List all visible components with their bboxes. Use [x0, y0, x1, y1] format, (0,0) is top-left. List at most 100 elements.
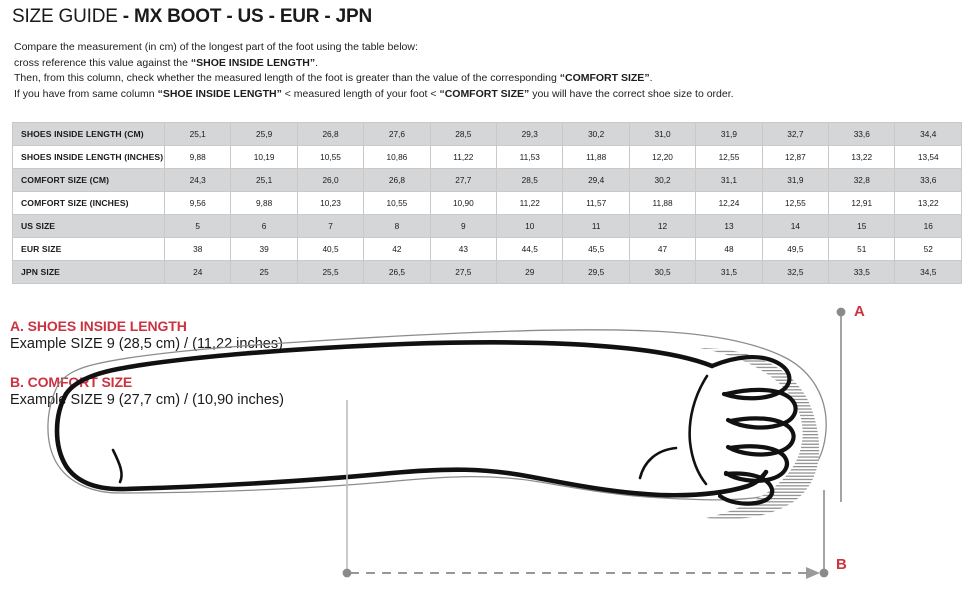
- row-label: COMFORT SIZE (INCHES): [12, 191, 165, 215]
- table-cell: 26,8: [296, 122, 365, 146]
- table-cell: 33,5: [828, 260, 896, 284]
- table-cell: 13,22: [894, 191, 962, 215]
- table-cell: 29,3: [496, 122, 564, 146]
- guide-arrowhead: [806, 567, 820, 579]
- table-cell: 25,5: [296, 260, 365, 284]
- table-cell: 25: [230, 260, 298, 284]
- table-cell: 6: [230, 214, 298, 238]
- table-cell: 42: [363, 237, 431, 261]
- legend-a-heading: A. SHOES INSIDE LENGTH: [10, 318, 187, 334]
- table-cell: 12: [628, 214, 697, 238]
- table-row: SHOES INSIDE LENGTH (INCHES) 9,88 10,19 10,…: [12, 145, 962, 169]
- table-cell: 26,5: [363, 260, 431, 284]
- table-cell: 10,55: [296, 145, 365, 169]
- table-cell: 38: [163, 237, 232, 261]
- table-cell: 47: [628, 237, 697, 261]
- table-cell: 15: [828, 214, 896, 238]
- table-row: SHOES INSIDE LENGTH (CM) 25,1 25,9 26,8 27,6…: [12, 122, 962, 146]
- term-comfort-size: “COMFORT SIZE”: [559, 72, 650, 84]
- table-cell: 12,20: [628, 145, 697, 169]
- table-row: JPN SIZE 24 25 25,5 26,5 27,5 29 29,5 30,5 31,5 32…: [12, 260, 962, 284]
- table-cell: 10,23: [296, 191, 365, 215]
- size-chart-body: SHOES INSIDE LENGTH (CM) 25,1 25,9 26,8 27,6…: [12, 122, 962, 284]
- table-cell: 28,5: [429, 122, 498, 146]
- table-cell: 11,53: [496, 145, 564, 169]
- table-cell: 30,2: [562, 122, 630, 146]
- table-cell: 24: [163, 260, 232, 284]
- table-cell: 13,22: [828, 145, 896, 169]
- table-cell: 52: [894, 237, 962, 261]
- table-cell: 44,5: [496, 237, 564, 261]
- page-title: SIZE GUIDE - MX BOOT - US - EUR - JPN: [12, 6, 372, 28]
- page-title-bold: - MX BOOT - US - EUR - JPN: [122, 6, 372, 27]
- table-cell: 7: [296, 214, 365, 238]
- table-cell: 31,5: [695, 260, 763, 284]
- table-cell: 12,55: [695, 145, 763, 169]
- table-cell: 12,55: [761, 191, 830, 215]
- table-cell: 11: [562, 214, 630, 238]
- table-cell: 51: [828, 237, 896, 261]
- table-cell: 13: [695, 214, 763, 238]
- term-shoe-inside-length: “SHOE INSIDE LENGTH”: [190, 56, 316, 69]
- marker-label-a: A: [854, 303, 865, 320]
- legend-comfort-size: B. COMFORT SIZE Example SIZE 9 (27,7 cm)…: [10, 374, 284, 408]
- table-cell: 45,5: [562, 237, 630, 261]
- table-cell: 9,88: [163, 145, 232, 169]
- shoe-outline-path: [47, 329, 827, 501]
- table-cell: 29,4: [562, 168, 630, 192]
- table-cell: 16: [894, 214, 962, 238]
- table-row: EUR SIZE 38 39 40,5 42 43 44,5 45,5 47 48 49,5 51 52: [12, 237, 962, 261]
- table-cell: 31,0: [628, 122, 697, 146]
- table-cell: 32,8: [828, 168, 896, 192]
- legend-b-heading: B. COMFORT SIZE: [10, 374, 133, 390]
- table-cell: 27,6: [363, 122, 431, 146]
- table-cell: 26,0: [296, 168, 365, 192]
- table-row: COMFORT SIZE (INCHES) 9,56 9,88 10,23 10,55 1…: [12, 191, 962, 215]
- table-cell: 25,1: [230, 168, 298, 192]
- table-cell: 25,9: [230, 122, 298, 146]
- table-cell: 27,5: [429, 260, 498, 284]
- table-cell: 31,9: [761, 168, 830, 192]
- table-cell: 12,87: [761, 145, 830, 169]
- marker-label-b: B: [836, 556, 847, 573]
- table-cell: 11,57: [562, 191, 630, 215]
- table-cell: 32,7: [761, 122, 830, 146]
- table-cell: 43: [429, 237, 498, 261]
- table-cell: 10,90: [429, 191, 498, 215]
- intro-line-4: If you have from same column “SHOE INSID…: [14, 87, 734, 100]
- table-cell: 29,5: [562, 260, 630, 284]
- table-cell: 5: [163, 214, 232, 238]
- table-cell: 13,54: [894, 145, 962, 169]
- table-cell: 26,8: [363, 168, 431, 192]
- table-cell: 34,4: [894, 122, 962, 146]
- measurement-guides: [342, 307, 846, 579]
- table-cell: 27,7: [429, 168, 498, 192]
- table-cell: 9,56: [163, 191, 232, 215]
- table-cell: 34,5: [894, 260, 962, 284]
- table-cell: 32,5: [761, 260, 830, 284]
- row-label: US SIZE: [12, 214, 165, 238]
- table-cell: 10,19: [230, 145, 298, 169]
- foot-measurement-diagram: [0, 290, 974, 602]
- term-comfort-size-2: “COMFORT SIZE”: [439, 87, 530, 100]
- intro-line-2: cross reference this value against the “…: [14, 56, 319, 69]
- table-cell: 10,55: [363, 191, 431, 215]
- table-cell: 12,91: [828, 191, 896, 215]
- table-cell: 48: [695, 237, 763, 261]
- size-chart-table: SHOES INSIDE LENGTH (CM) 25,1 25,9 26,8 27,6…: [12, 122, 962, 284]
- table-row: COMFORT SIZE (CM) 24,3 25,1 26,0 26,8 27,7 28,…: [12, 168, 962, 192]
- table-cell: 31,1: [695, 168, 763, 192]
- guide-dot-b: [819, 568, 829, 578]
- table-cell: 11,22: [496, 191, 564, 215]
- table-cell: 33,6: [828, 122, 896, 146]
- table-cell: 11,22: [429, 145, 498, 169]
- intro-line-3: Then, from this column, check whether th…: [14, 72, 653, 84]
- row-label: COMFORT SIZE (CM): [12, 168, 165, 192]
- table-cell: 12,24: [695, 191, 763, 215]
- guide-dot-a: [836, 307, 846, 317]
- page-title-light: SIZE GUIDE: [12, 6, 118, 27]
- table-cell: 33,6: [894, 168, 962, 192]
- table-cell: 49,5: [761, 237, 830, 261]
- table-cell: 31,9: [695, 122, 763, 146]
- table-cell: 9: [429, 214, 498, 238]
